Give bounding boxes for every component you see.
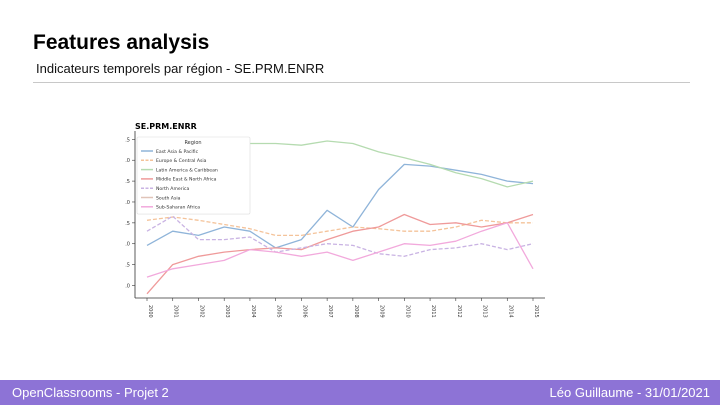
- series-line: [146, 222, 534, 278]
- x-tick-label: 2001: [173, 305, 179, 318]
- legend-label: North America: [156, 186, 189, 192]
- y-tick-label: 100.0: [125, 242, 130, 248]
- x-tick-label: 2010: [404, 305, 410, 318]
- series-line: [146, 216, 533, 237]
- footer-bar: OpenClassrooms - Projet 2 Léo Guillaume …: [0, 380, 720, 405]
- x-tick-label: 2008: [353, 305, 359, 318]
- series-line: [146, 213, 534, 295]
- x-tick-label: 2000: [147, 305, 153, 318]
- legend-label: Sub-Saharan Africa: [156, 205, 200, 211]
- y-tick-label: 102.5: [125, 221, 130, 227]
- x-tick-label: 2003: [224, 305, 230, 318]
- y-tick-label: 105.0: [125, 200, 130, 206]
- slide-subtitle: Indicateurs temporels par région - SE.PR…: [36, 61, 325, 76]
- title-divider: [33, 82, 690, 83]
- legend-label: East Asia & Pacific: [156, 149, 199, 155]
- x-tick-label: 2015: [533, 305, 539, 318]
- x-tick-label: 2009: [379, 305, 385, 318]
- chart-legend: Region East Asia & Pacific Europe & Centra…: [136, 136, 251, 215]
- series-line: [146, 215, 534, 257]
- line-chart: SE.PRM.ENRR 95.0 97.5 100.0 102.5 105.0 107.5…: [125, 122, 545, 318]
- x-tick-label: 2011: [430, 305, 436, 318]
- x-tick-label: 2014: [507, 305, 513, 318]
- series-line: [146, 163, 534, 249]
- x-tick-label: 2005: [276, 305, 282, 318]
- chart-title: SE.PRM.ENRR: [135, 122, 197, 131]
- x-tick-label: 2012: [456, 305, 462, 318]
- legend-box: [136, 136, 251, 215]
- legend-label: South Asia: [156, 195, 181, 201]
- x-tick-label: 2002: [198, 305, 204, 318]
- x-tick-label: 2006: [301, 305, 307, 318]
- legend-label: Latin America & Caribbean: [156, 167, 218, 173]
- plot-area: 95.0 97.5 100.0 102.5 105.0 107.5 110.0 112.5 20…: [125, 131, 545, 318]
- y-tick-label: 110.0: [125, 158, 130, 164]
- legend-title: Region: [184, 140, 201, 146]
- y-tick-label: 95.0: [125, 283, 130, 289]
- y-tick-label: 97.5: [125, 263, 130, 269]
- x-tick-label: 2007: [327, 305, 333, 318]
- legend-label: Europe & Central Asia: [156, 158, 207, 164]
- y-tick-label: 112.5: [125, 137, 130, 143]
- y-tick-label: 107.5: [125, 179, 130, 185]
- footer-course-label: OpenClassrooms - Projet 2: [12, 385, 169, 400]
- footer-author-date: Léo Guillaume - 31/01/2021: [549, 385, 710, 400]
- x-tick-label: 2004: [250, 305, 256, 318]
- slide-title: Features analysis: [33, 31, 210, 54]
- series-line: [249, 140, 534, 188]
- legend-label: Middle East & North Africa: [156, 177, 217, 183]
- x-tick-label: 2013: [482, 305, 488, 318]
